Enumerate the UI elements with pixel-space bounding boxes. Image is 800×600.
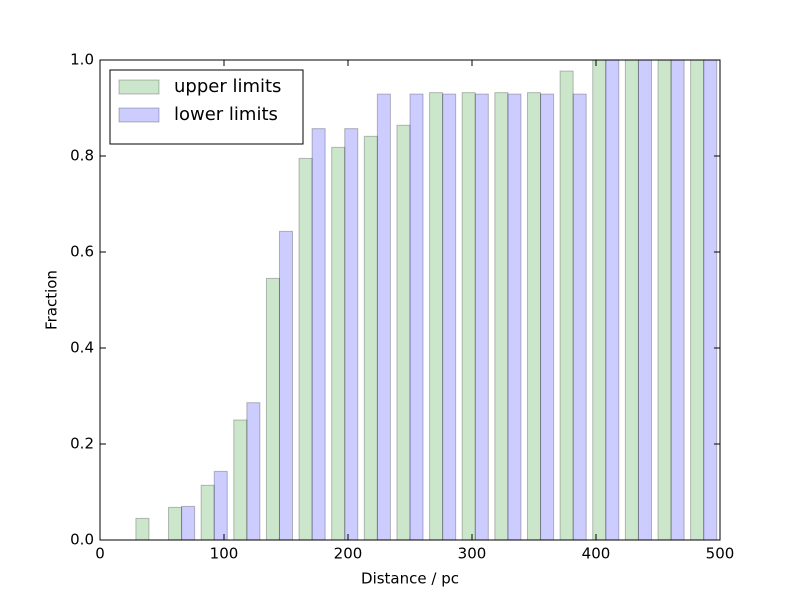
- legend-label: lower limits: [174, 104, 278, 125]
- bar: [624, 59, 639, 541]
- x-tick-label: 0: [95, 545, 105, 563]
- legend-swatch: [118, 107, 160, 123]
- bar: [637, 59, 652, 541]
- bar: [181, 505, 196, 541]
- bar: [233, 419, 248, 541]
- y-tick-label: 0.0: [70, 531, 94, 549]
- legend-swatch: [118, 79, 160, 95]
- bar: [213, 470, 228, 541]
- bar: [429, 92, 444, 541]
- x-tick-label: 400: [582, 545, 611, 563]
- bar: [265, 277, 280, 541]
- bar: [298, 157, 313, 541]
- bar: [278, 230, 294, 541]
- bar: [246, 402, 261, 541]
- bar: [409, 93, 424, 541]
- bar: [442, 93, 457, 541]
- plot-frame: [99, 59, 721, 541]
- bar: [670, 59, 685, 541]
- y-tick-label: 1.0: [70, 51, 94, 69]
- bar: [168, 506, 183, 541]
- bar: [592, 59, 607, 541]
- bar: [507, 93, 522, 541]
- bar: [494, 92, 509, 541]
- legend-box: [109, 69, 304, 145]
- bar: [331, 146, 346, 541]
- bar: [559, 70, 574, 541]
- x-tick-label: 300: [458, 545, 487, 563]
- legend-label: upper limits: [174, 76, 281, 97]
- bar: [540, 93, 555, 541]
- x-tick-label: 200: [334, 545, 363, 563]
- bar: [344, 128, 359, 541]
- bar: [703, 59, 718, 541]
- bar: [690, 59, 705, 541]
- bar: [474, 93, 489, 541]
- x-tick-label: 100: [210, 545, 239, 563]
- x-tick-label: 500: [706, 545, 735, 563]
- bar: [200, 484, 215, 541]
- bar: [526, 92, 542, 541]
- x-axis-label: Distance / pc: [361, 570, 459, 588]
- y-axis-label: Fraction: [43, 270, 61, 330]
- y-tick-label: 0.8: [70, 147, 94, 165]
- bar: [657, 59, 672, 541]
- bar: [363, 135, 378, 541]
- bar: [572, 93, 587, 541]
- bar: [461, 92, 476, 541]
- y-tick-label: 0.2: [70, 435, 94, 453]
- bar: [135, 517, 150, 541]
- bar: [396, 124, 411, 541]
- bar: [376, 93, 391, 541]
- bar: [311, 128, 326, 541]
- y-tick-label: 0.4: [70, 339, 94, 357]
- bar: [605, 59, 620, 541]
- y-tick-label: 0.6: [70, 243, 94, 261]
